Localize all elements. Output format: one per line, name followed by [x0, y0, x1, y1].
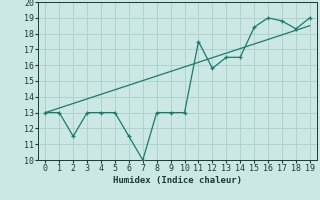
X-axis label: Humidex (Indice chaleur): Humidex (Indice chaleur) [113, 176, 242, 185]
